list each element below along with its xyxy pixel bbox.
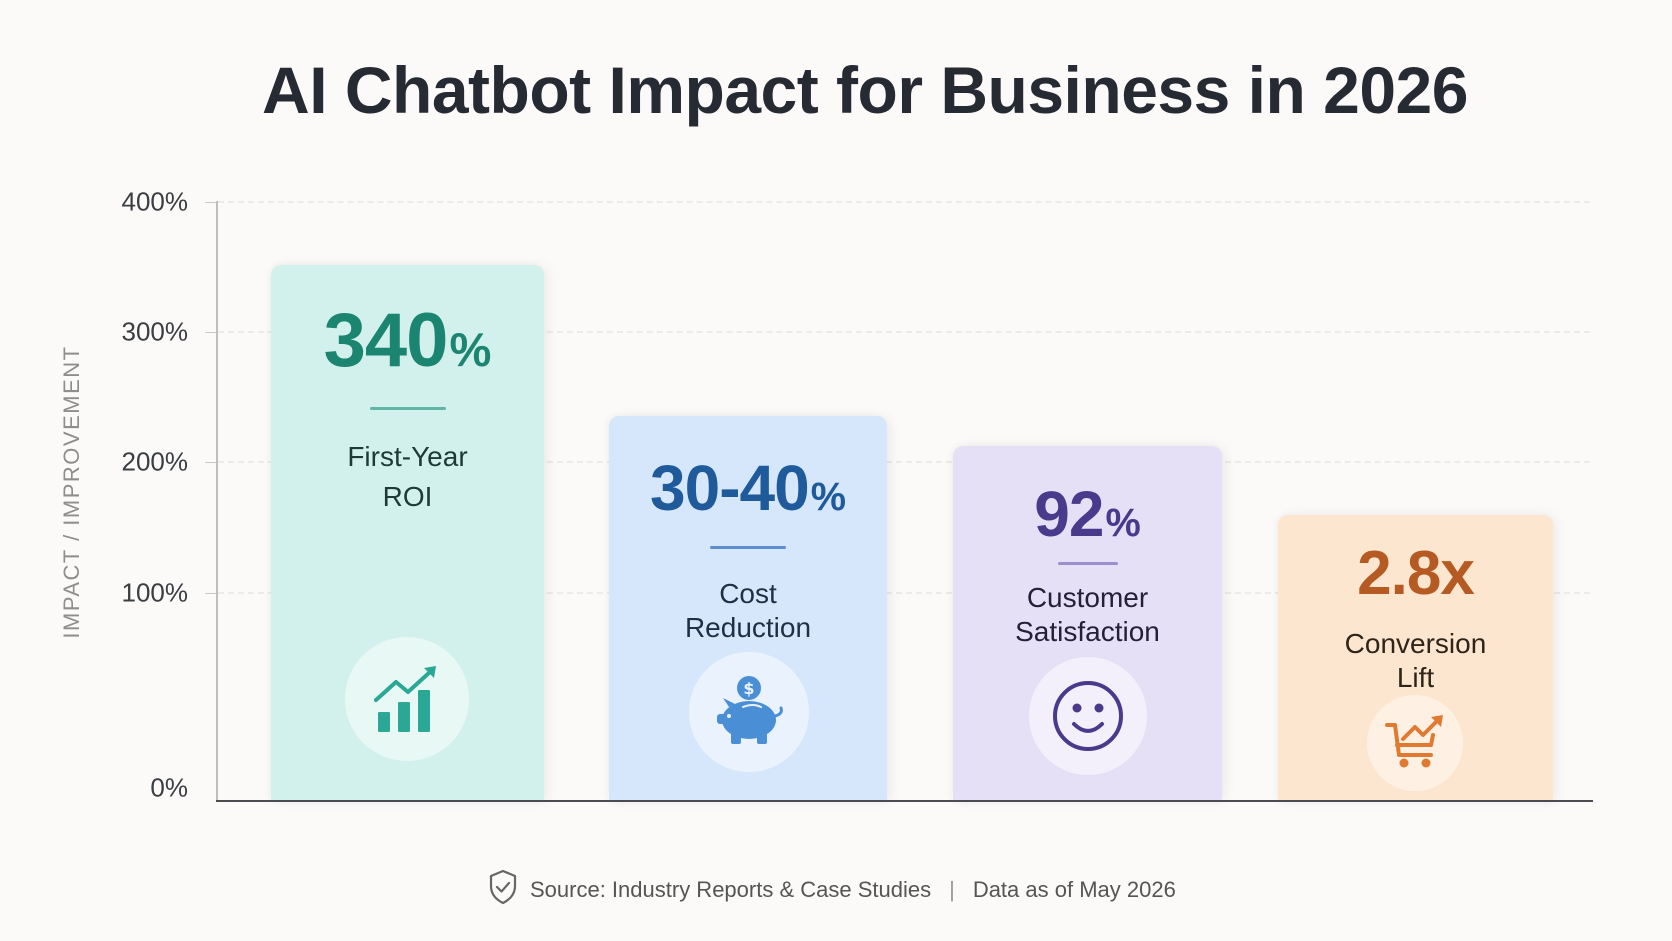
y-tick-200: 200% (121, 446, 189, 477)
divider (369, 407, 446, 410)
bar-label: First-Year ROI (347, 441, 468, 512)
divider (710, 546, 786, 549)
piggy-bank-icon: $ (689, 652, 809, 772)
y-tick-0: 0% (150, 772, 188, 803)
bar-value: 340% (323, 298, 492, 383)
chart-title: AI Chatbot Impact for Business in 2026 (262, 53, 1468, 127)
bar-label: Cost Reduction (684, 578, 812, 643)
bar-conversion-lift: 2.8x Conversion Lift (1278, 515, 1553, 801)
tick-mark-100 (205, 593, 217, 594)
tick-mark-400 (205, 202, 217, 203)
y-tick-400: 400% (121, 186, 189, 217)
tick-mark-200 (205, 462, 217, 463)
divider (1057, 562, 1118, 565)
svg-text:$: $ (743, 679, 754, 698)
tick-mark-300 (205, 332, 217, 333)
smiley-icon (1029, 657, 1147, 775)
gridline-300 (218, 331, 1590, 333)
y-tick-100: 100% (121, 577, 189, 608)
x-axis-baseline (216, 800, 1593, 802)
bar-label: Customer Satisfaction (1015, 582, 1160, 647)
y-tick-300: 300% (121, 316, 189, 347)
bar-value: 2.8x (1357, 539, 1475, 608)
footer-separator: | (949, 877, 955, 902)
source-footer: Source: Industry Reports & Case Studies … (488, 869, 1176, 911)
growth-chart-icon (345, 637, 469, 761)
gridline-100 (218, 592, 1590, 594)
shield-check-icon (488, 869, 518, 911)
gridline-200 (218, 461, 1590, 463)
source-text: Source: Industry Reports & Case Studies (530, 877, 932, 902)
bar-value: 30-40% (650, 452, 846, 524)
y-axis-label: IMPACT / IMPROVEMENT (59, 345, 84, 639)
gridline-400 (218, 201, 1590, 203)
bar-customer-satisfaction: 92% Customer Satisfaction (953, 446, 1222, 801)
bar-label: Conversion Lift (1344, 628, 1487, 693)
bar-value: 92% (1034, 478, 1141, 550)
cart-growth-icon (1367, 695, 1463, 791)
bar-first-year-roi: 340% First-Year ROI (271, 265, 544, 801)
bar-cost-reduction: 30-40% Cost Reduction $ (609, 416, 887, 801)
y-axis-line (216, 201, 218, 802)
date-text: Data as of May 2026 (972, 877, 1176, 902)
